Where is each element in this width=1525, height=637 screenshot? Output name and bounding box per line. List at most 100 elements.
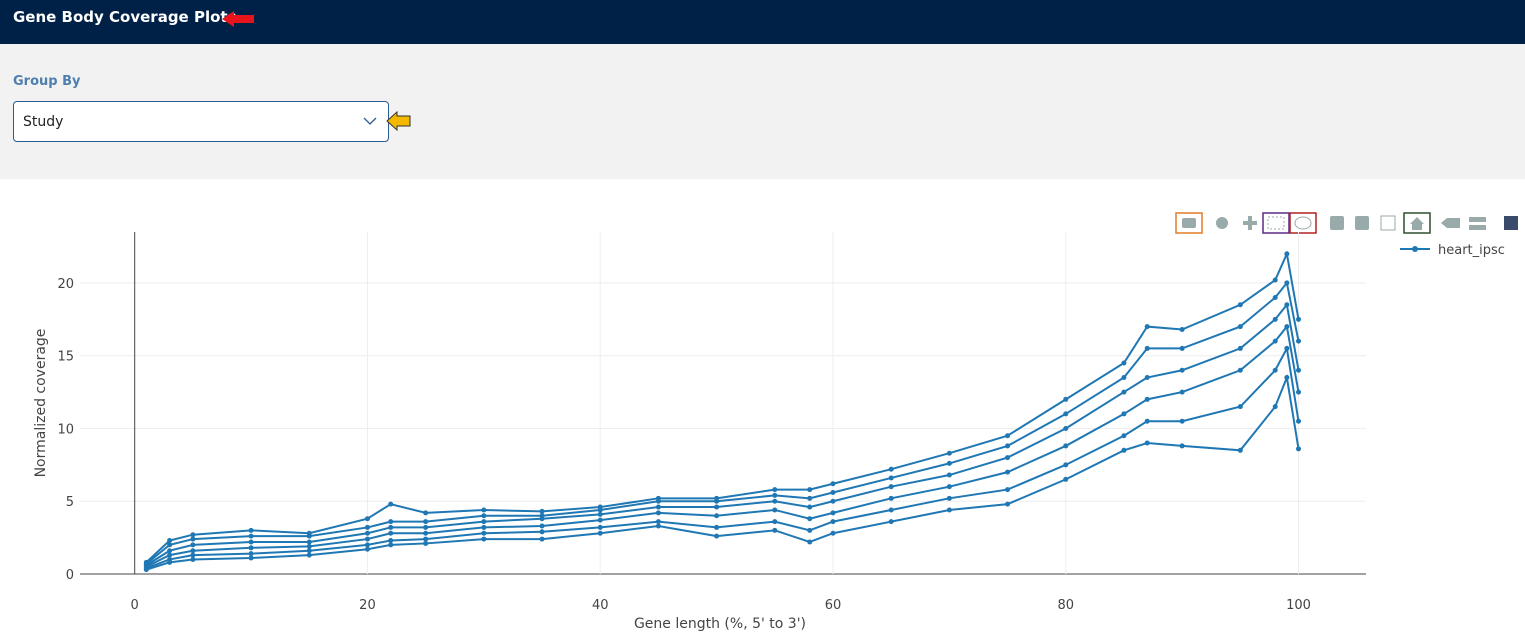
- zoom-in-icon[interactable]: [1330, 216, 1344, 230]
- select-value: Study: [23, 114, 64, 130]
- point: [143, 567, 149, 573]
- red-arrow: [222, 11, 254, 27]
- group-by-label: Group By: [13, 74, 81, 89]
- point: [167, 548, 173, 554]
- point: [1237, 302, 1243, 308]
- point: [388, 542, 394, 548]
- camera-icon[interactable]: [1182, 218, 1196, 228]
- point: [597, 517, 603, 523]
- point: [1144, 440, 1150, 446]
- point: [1295, 418, 1301, 424]
- legend-label: heart_ipsc: [1438, 243, 1505, 258]
- point: [364, 530, 370, 536]
- point: [655, 504, 661, 510]
- point: [655, 523, 661, 529]
- point: [1121, 375, 1127, 381]
- group-by-select[interactable]: Study: [13, 101, 389, 142]
- point: [830, 519, 836, 525]
- point: [888, 495, 894, 501]
- point: [388, 530, 394, 536]
- point: [714, 498, 720, 504]
- point: [655, 519, 661, 525]
- point: [1295, 316, 1301, 322]
- point: [364, 536, 370, 542]
- point: [388, 519, 394, 525]
- point: [1295, 367, 1301, 373]
- point: [1005, 433, 1011, 439]
- y-tick-label: 10: [57, 422, 74, 437]
- point: [1121, 433, 1127, 439]
- point: [807, 487, 813, 493]
- point: [1063, 425, 1069, 431]
- x-tick-label: 20: [359, 598, 376, 613]
- point: [481, 513, 487, 519]
- point: [888, 466, 894, 472]
- page-title: Gene Body Coverage Plots: [13, 8, 237, 26]
- point: [248, 555, 254, 561]
- point: [1237, 367, 1243, 373]
- x-tick-label: 40: [592, 598, 609, 613]
- autoscale-icon[interactable]: [1380, 215, 1396, 231]
- point: [248, 539, 254, 545]
- point: [1284, 302, 1290, 308]
- y-tick-label: 5: [66, 495, 74, 510]
- point: [1063, 443, 1069, 449]
- point: [1144, 324, 1150, 330]
- point: [388, 538, 394, 544]
- point: [946, 460, 952, 466]
- point: [655, 510, 661, 516]
- zoom-icon[interactable]: [1216, 217, 1228, 229]
- point: [1237, 404, 1243, 410]
- point: [1063, 462, 1069, 468]
- grid: 0 5 10 15 20 0 20 40 60 80 100: [57, 232, 1366, 613]
- point: [481, 507, 487, 513]
- point: [1272, 404, 1278, 410]
- x-tick-label: 60: [825, 598, 842, 613]
- plot-lines: [143, 250, 1301, 573]
- compare-icon[interactable]: [1469, 217, 1486, 222]
- point: [1005, 455, 1011, 461]
- plotly-logo[interactable]: [1504, 216, 1518, 230]
- point: [1005, 487, 1011, 493]
- point: [1284, 280, 1290, 286]
- point: [714, 513, 720, 519]
- point: [1272, 338, 1278, 344]
- point: [946, 450, 952, 456]
- point: [1272, 277, 1278, 283]
- point: [888, 519, 894, 525]
- point: [1284, 251, 1290, 257]
- y-tick-label: 0: [66, 568, 74, 583]
- point: [597, 530, 603, 536]
- header: Gene Body Coverage Plots: [0, 0, 1525, 44]
- lasso-icon[interactable]: [1294, 216, 1312, 230]
- point: [772, 527, 778, 533]
- point: [1295, 338, 1301, 344]
- point: [772, 519, 778, 525]
- point: [1179, 345, 1185, 351]
- point: [1144, 396, 1150, 402]
- point: [807, 539, 813, 545]
- point: [597, 507, 603, 513]
- point: [1144, 375, 1150, 381]
- point: [539, 536, 545, 542]
- point: [1295, 389, 1301, 395]
- point: [888, 484, 894, 490]
- point: [190, 552, 196, 558]
- point: [1237, 447, 1243, 453]
- point: [830, 498, 836, 504]
- point: [830, 510, 836, 516]
- x-axis-title: Gene length (%, 5' to 3'): [634, 616, 806, 632]
- point: [1237, 324, 1243, 330]
- point: [946, 484, 952, 490]
- chevron: [363, 117, 377, 125]
- spike-icon[interactable]: [1441, 218, 1460, 228]
- box-select-icon[interactable]: [1267, 216, 1285, 230]
- point: [481, 524, 487, 530]
- zoom-out-icon[interactable]: [1355, 216, 1369, 230]
- x-tick-label: 100: [1286, 598, 1311, 613]
- point: [388, 524, 394, 530]
- point: [807, 516, 813, 522]
- reset-icon[interactable]: [1410, 217, 1424, 230]
- chart: 0 5 10 15 20 0 20 40 60 80 100 Gene length (%, 5' …: [33, 212, 1518, 632]
